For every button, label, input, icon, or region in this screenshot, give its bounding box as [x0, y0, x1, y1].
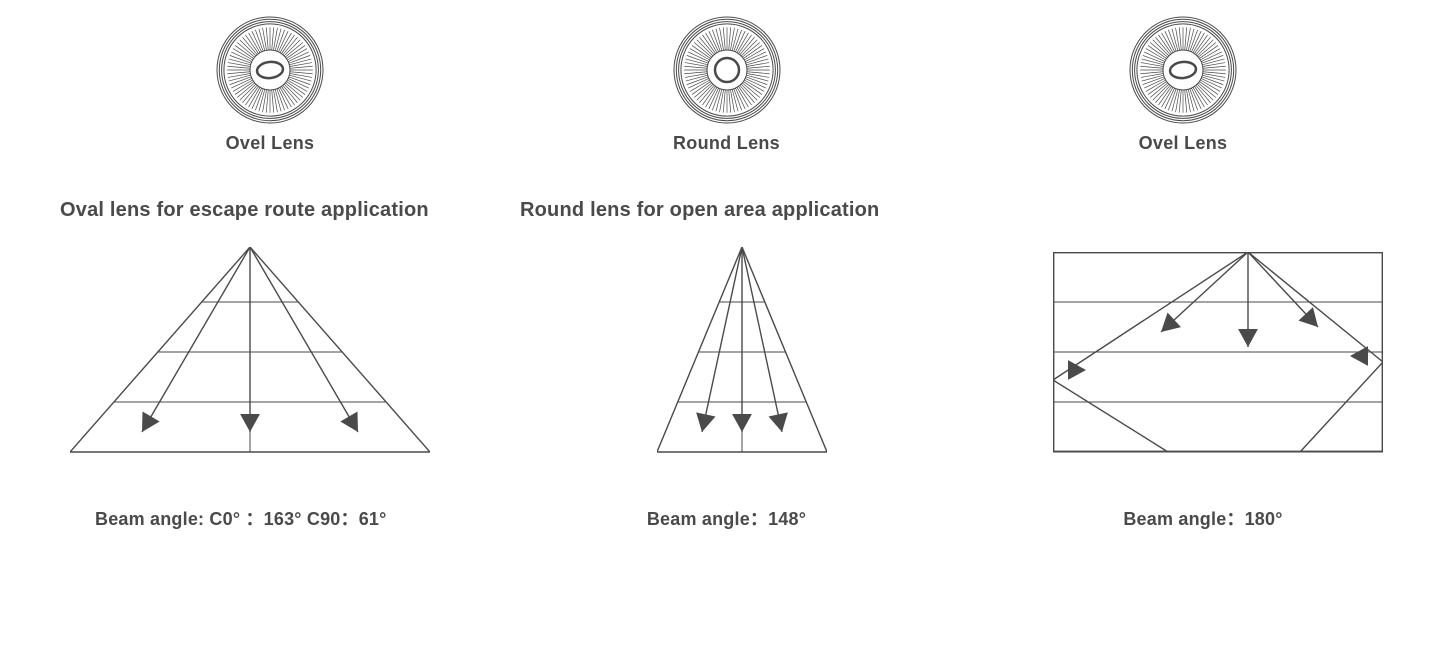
section-header-oval: Oval lens for escape route application [60, 199, 495, 222]
beam-label-3: Beam angle：180° [1023, 505, 1383, 531]
lens-col-1: Ovel Lens [160, 15, 380, 154]
diagram-col-1 [70, 247, 430, 457]
lens-label-3: Ovel Lens [1139, 133, 1228, 154]
beam-diagram-triangle-narrow [657, 247, 827, 457]
lens-col-3: Ovel Lens [1073, 15, 1293, 154]
lens-icon-round [672, 15, 782, 125]
beam-diagram-rectangle [1053, 252, 1383, 457]
beam-labels-row: Beam angle: C0° ：163° C90：61° Beam angle… [0, 457, 1453, 531]
section-headers-row: Oval lens for escape route application R… [0, 154, 1453, 222]
lens-icons-row: Ovel Lens Round Lens Ovel Lens [0, 0, 1453, 154]
beam-label-1: Beam angle: C0° ：163° C90：61° [70, 505, 430, 531]
beam-diagrams-row [0, 222, 1453, 457]
lens-label-2: Round Lens [673, 133, 780, 154]
diagram-col-2 [657, 247, 827, 457]
lens-icon-ovel-2 [1128, 15, 1238, 125]
lens-label-1: Ovel Lens [226, 133, 315, 154]
diagram-col-3 [1053, 252, 1383, 457]
lens-icon-ovel-1 [215, 15, 325, 125]
beam-label-2: Beam angle：148° [547, 505, 907, 531]
section-header-round: Round lens for open area application [520, 199, 879, 222]
beam-diagram-triangle-wide [70, 247, 430, 457]
lens-col-2: Round Lens [617, 15, 837, 154]
